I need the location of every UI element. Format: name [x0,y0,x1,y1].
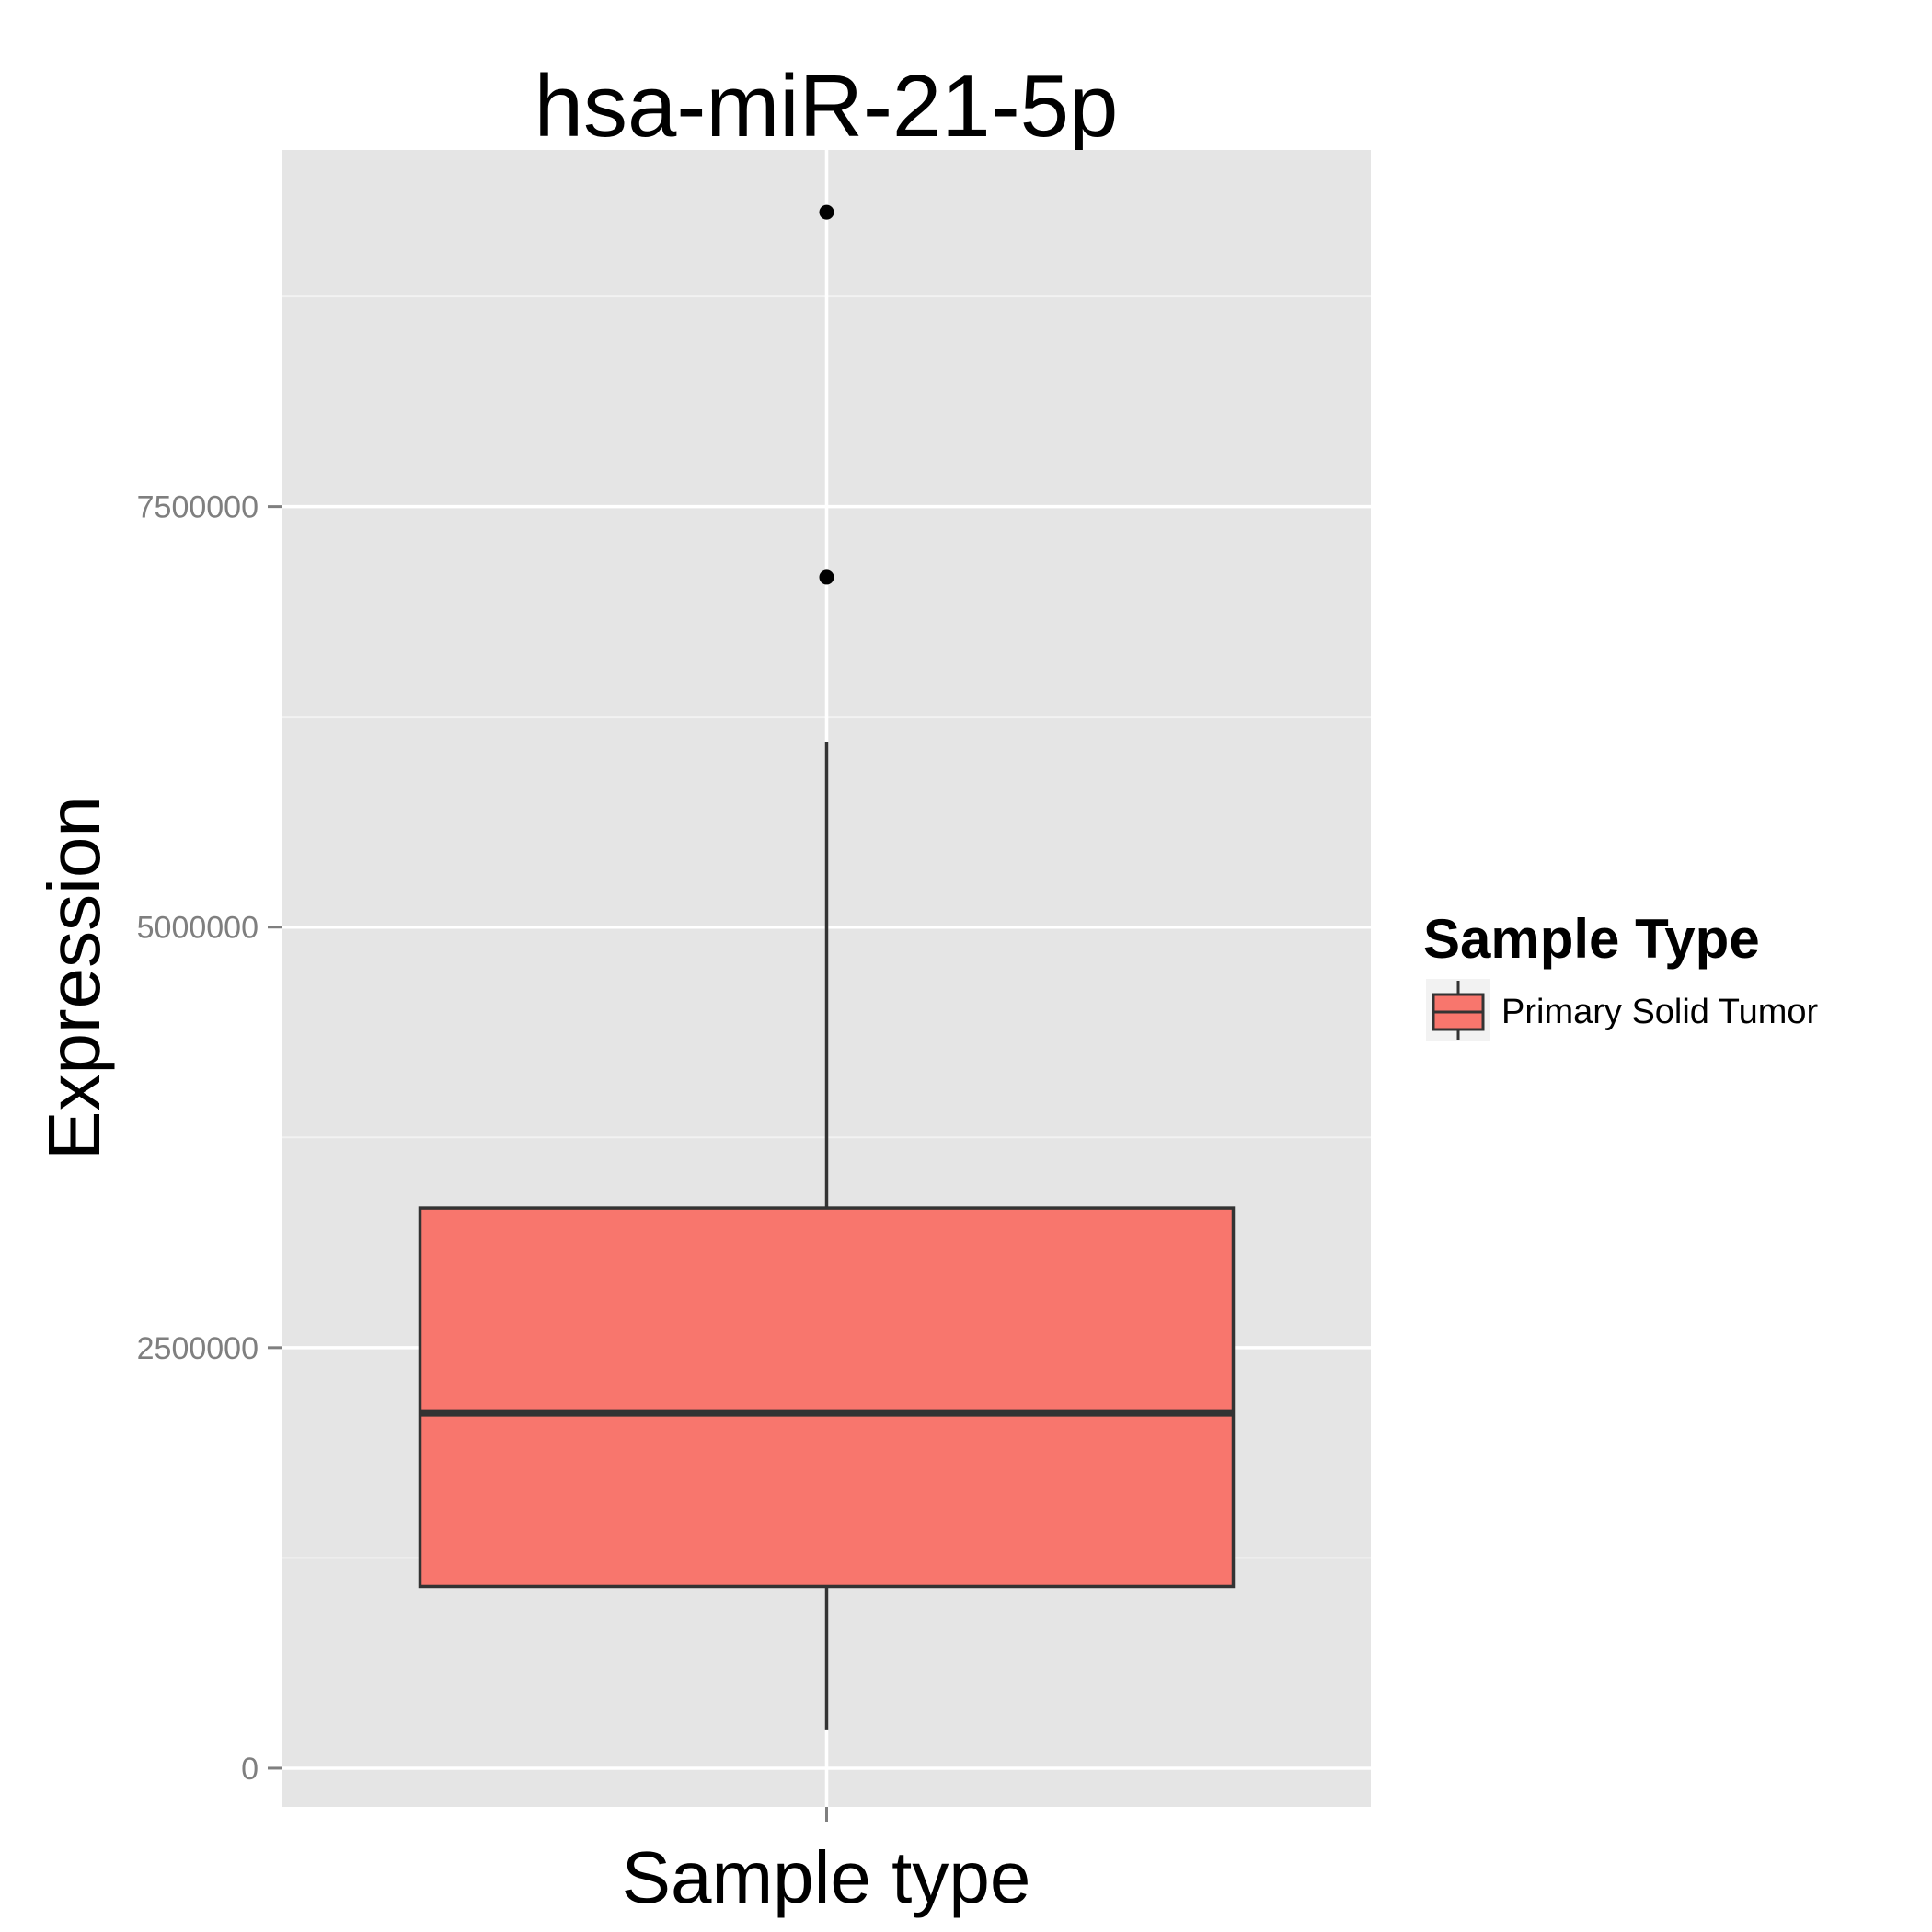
y-tick-label: 5000000 [137,911,259,946]
x-axis-title: Sample type [622,1836,1031,1918]
outlier-point [819,204,834,220]
axis-ticks: 0 2500000 5000000 7500000 [137,490,828,1822]
y-tick-label: 2500000 [137,1331,259,1366]
box-layer [418,204,1236,1730]
legend-label-primary-solid-tumor: Primary Solid Tumor [1501,993,1819,1031]
y-tick-label: 7500000 [137,490,259,525]
legend: Sample Type Primary Solid Tumor [1423,908,1819,1041]
y-tick-label: 0 [241,1752,259,1787]
y-axis-title: Expression [33,796,115,1160]
outlier-point [819,569,834,585]
box-iqr [418,1206,1236,1589]
chart-title: hsa-miR-21-5p [535,57,1119,155]
legend-title: Sample Type [1423,908,1760,970]
